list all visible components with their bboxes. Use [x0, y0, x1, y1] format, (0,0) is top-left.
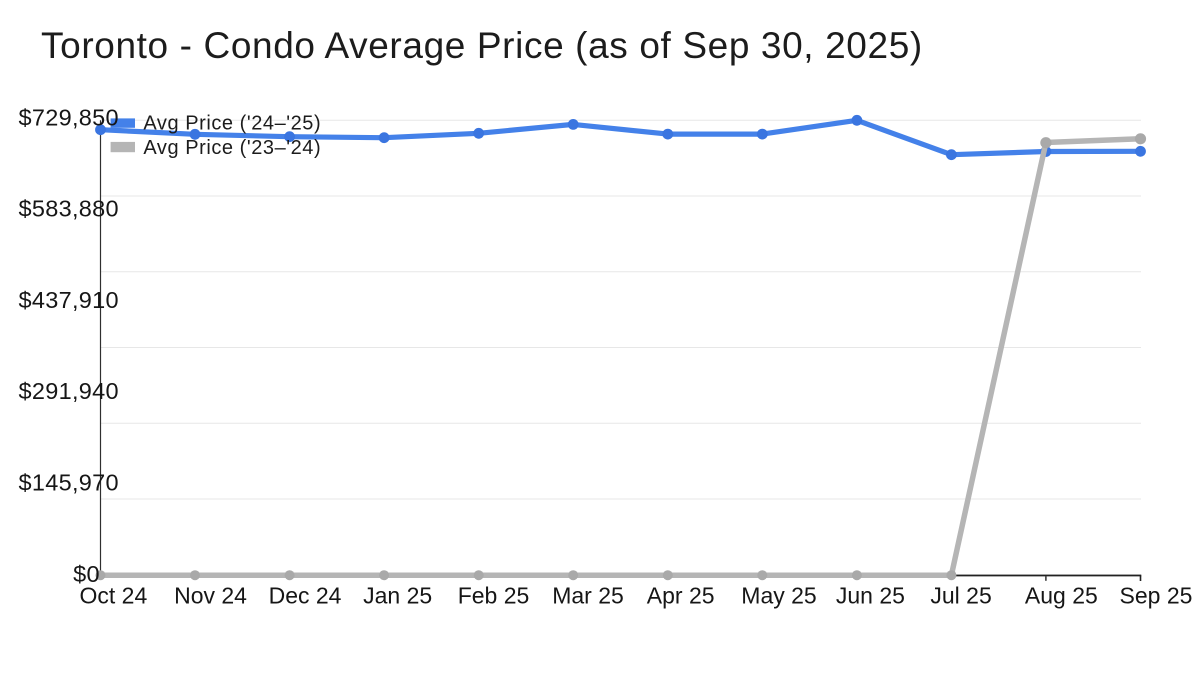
- svg-text:Jul 25: Jul 25: [930, 582, 991, 608]
- svg-text:$729,850: $729,850: [19, 104, 119, 130]
- svg-text:$437,910: $437,910: [19, 287, 119, 313]
- svg-text:Aug 25: Aug 25: [1025, 582, 1098, 608]
- svg-text:Dec 24: Dec 24: [269, 582, 342, 608]
- svg-text:$583,880: $583,880: [19, 196, 119, 222]
- svg-text:Nov 24: Nov 24: [174, 582, 247, 608]
- svg-text:Apr 25: Apr 25: [647, 582, 715, 608]
- svg-text:$0: $0: [73, 561, 100, 587]
- svg-text:$145,970: $145,970: [19, 470, 119, 496]
- svg-text:Avg Price ('24–'25): Avg Price ('24–'25): [143, 112, 321, 134]
- svg-text:Feb 25: Feb 25: [458, 582, 530, 608]
- svg-text:$291,940: $291,940: [19, 378, 119, 404]
- svg-text:Jan 25: Jan 25: [363, 582, 432, 608]
- svg-text:Avg Price ('23–'24): Avg Price ('23–'24): [143, 137, 321, 159]
- svg-text:Toronto - Condo Average Price: Toronto - Condo Average Price (as of Sep…: [41, 25, 923, 66]
- svg-text:Mar 25: Mar 25: [552, 582, 624, 608]
- svg-text:Sep 25: Sep 25: [1120, 582, 1193, 608]
- svg-text:May 25: May 25: [741, 582, 816, 608]
- svg-text:Oct 24: Oct 24: [80, 582, 148, 608]
- svg-text:Jun 25: Jun 25: [836, 582, 905, 608]
